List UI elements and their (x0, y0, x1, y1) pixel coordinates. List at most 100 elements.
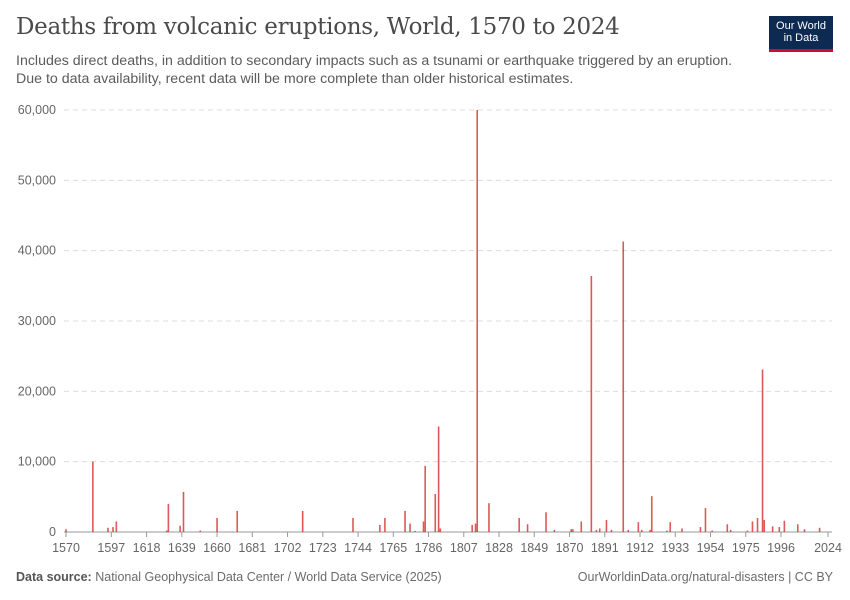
x-tick-label: 1912 (626, 541, 654, 555)
x-tick-label: 1996 (767, 541, 795, 555)
bar (352, 517, 354, 532)
y-tick-label: 50,000 (18, 173, 56, 187)
bar (409, 523, 411, 532)
bar (598, 528, 601, 532)
bar (301, 510, 304, 532)
bar (666, 530, 668, 532)
bar (595, 529, 598, 532)
bar (488, 503, 490, 532)
chart-subtitle: Includes direct deaths, in addition to s… (16, 53, 733, 87)
bar (518, 517, 520, 532)
x-tick-label: 1618 (133, 541, 161, 555)
logo-line2: in Data (783, 32, 819, 44)
bar (379, 524, 381, 532)
bar (414, 530, 416, 532)
y-tick-label: 10,000 (18, 455, 56, 469)
bar (424, 465, 426, 532)
y-tick-label: 20,000 (18, 384, 56, 398)
x-tick-label: 2024 (814, 541, 842, 555)
bar (771, 526, 774, 532)
bar (783, 520, 786, 532)
y-tick-label: 30,000 (18, 314, 56, 328)
bar (627, 529, 630, 532)
bar (182, 491, 185, 532)
bar (640, 529, 643, 532)
x-tick-label: 1807 (450, 541, 478, 555)
y-tick-label: 40,000 (18, 244, 56, 258)
bar (610, 529, 613, 532)
bar (236, 510, 238, 532)
bar (761, 369, 764, 532)
x-tick-label: 1975 (732, 541, 760, 555)
bar (92, 461, 94, 532)
bar (746, 530, 749, 532)
bar (711, 530, 713, 532)
bar (650, 496, 653, 532)
bar (803, 529, 806, 532)
bar (637, 522, 640, 532)
bar (439, 528, 442, 532)
bar (704, 508, 707, 532)
bar (605, 520, 608, 532)
bar (580, 521, 583, 532)
bar (65, 529, 67, 532)
bar (553, 529, 556, 532)
bar (107, 527, 109, 532)
logo-line1: Our World (776, 20, 826, 32)
bar (526, 524, 529, 532)
bar (476, 110, 479, 532)
bar (384, 517, 386, 532)
x-tick-label: 1933 (661, 541, 689, 555)
x-tick-label: 1681 (238, 541, 266, 555)
x-tick-label: 1702 (274, 541, 302, 555)
bar (729, 529, 732, 532)
x-tick-label: 1765 (379, 541, 407, 555)
bar (422, 521, 425, 532)
source-label: Data source: (16, 570, 92, 584)
x-tick-label: 1744 (344, 541, 372, 555)
bar (572, 529, 574, 532)
bar (216, 517, 218, 532)
bar (404, 510, 406, 532)
x-tick-label: 1570 (52, 541, 80, 555)
bar (649, 529, 651, 532)
bar (699, 527, 702, 532)
bar (622, 241, 625, 533)
x-tick-label: 1597 (97, 541, 125, 555)
bar (778, 527, 781, 532)
x-tick-label: 1954 (697, 541, 725, 555)
bar (570, 529, 573, 532)
bar (818, 527, 821, 532)
x-tick-label: 1786 (415, 541, 443, 555)
x-tick-label: 1660 (203, 541, 231, 555)
bar (471, 524, 473, 532)
bar (437, 426, 440, 532)
bar (199, 530, 202, 532)
bar (590, 275, 593, 532)
bar (167, 503, 170, 532)
bar (756, 517, 759, 532)
bar (681, 528, 683, 532)
x-tick-label: 1849 (520, 541, 548, 555)
bar (751, 521, 754, 532)
x-tick-label: 1723 (309, 541, 337, 555)
bar (474, 523, 477, 532)
chart-title: Deaths from volcanic eruptions, World, 1… (16, 14, 620, 40)
data-source: Data source: National Geophysical Data C… (16, 570, 442, 584)
bar (165, 530, 168, 532)
bar (796, 524, 799, 532)
x-tick-label: 1639 (168, 541, 196, 555)
bar (726, 524, 729, 532)
x-tick-label: 1891 (591, 541, 619, 555)
x-tick-label: 1870 (556, 541, 584, 555)
bar (669, 522, 672, 532)
bar (115, 521, 118, 532)
bar (179, 525, 181, 532)
y-tick-label: 0 (49, 525, 56, 539)
source-text: National Geophysical Data Center / World… (95, 570, 442, 584)
owid-logo[interactable]: Our World in Data (769, 16, 833, 52)
bar (112, 527, 114, 532)
footer-link[interactable]: OurWorldinData.org/natural-disasters | C… (577, 570, 833, 584)
